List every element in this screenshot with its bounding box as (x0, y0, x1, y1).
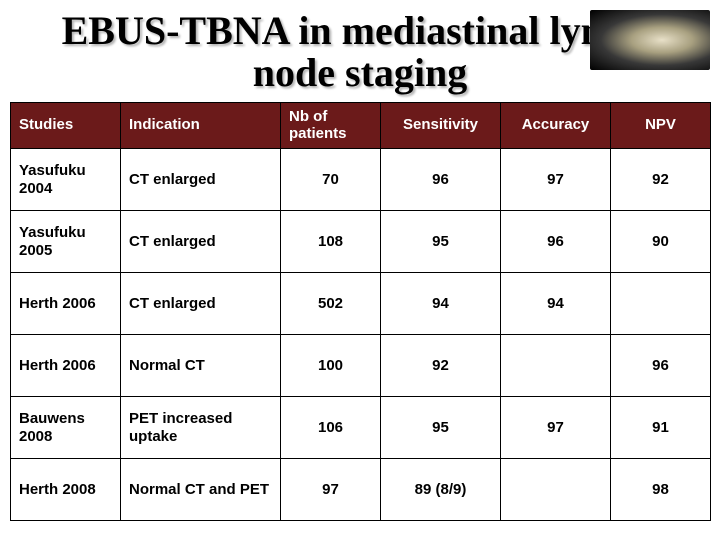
cell-study: Yasufuku 2004 (11, 149, 121, 211)
cell-indication: CT enlarged (121, 149, 281, 211)
cell-npv: 96 (611, 335, 711, 397)
cell-indication: Normal CT (121, 335, 281, 397)
cell-acc: 94 (501, 273, 611, 335)
col-accuracy: Accuracy (501, 103, 611, 149)
cell-n: 97 (281, 459, 381, 521)
table-body: Yasufuku 2004 CT enlarged 70 96 97 92 Ya… (11, 149, 711, 521)
col-nb-patients: Nb of patients (281, 103, 381, 149)
cell-sens: 89 (8/9) (381, 459, 501, 521)
cell-acc (501, 335, 611, 397)
cell-n: 502 (281, 273, 381, 335)
cell-sens: 94 (381, 273, 501, 335)
col-studies: Studies (11, 103, 121, 149)
cell-study: Yasufuku 2005 (11, 211, 121, 273)
table-header-row: Studies Indication Nb of patients Sensit… (11, 103, 711, 149)
cell-acc: 97 (501, 397, 611, 459)
cell-npv: 90 (611, 211, 711, 273)
table-row: Yasufuku 2004 CT enlarged 70 96 97 92 (11, 149, 711, 211)
corner-decorative-image (590, 10, 710, 70)
cell-n: 108 (281, 211, 381, 273)
col-indication: Indication (121, 103, 281, 149)
cell-n: 106 (281, 397, 381, 459)
cell-indication: CT enlarged (121, 211, 281, 273)
col-npv: NPV (611, 103, 711, 149)
cell-study: Bauwens 2008 (11, 397, 121, 459)
cell-study: Herth 2006 (11, 273, 121, 335)
table-row: Yasufuku 2005 CT enlarged 108 95 96 90 (11, 211, 711, 273)
cell-sens: 92 (381, 335, 501, 397)
cell-npv: 98 (611, 459, 711, 521)
cell-npv (611, 273, 711, 335)
table-row: Herth 2006 Normal CT 100 92 96 (11, 335, 711, 397)
cell-acc: 97 (501, 149, 611, 211)
cell-acc: 96 (501, 211, 611, 273)
cell-indication: CT enlarged (121, 273, 281, 335)
col-sensitivity: Sensitivity (381, 103, 501, 149)
table-row: Herth 2006 CT enlarged 502 94 94 (11, 273, 711, 335)
cell-n: 100 (281, 335, 381, 397)
cell-study: Herth 2008 (11, 459, 121, 521)
cell-indication: Normal CT and PET (121, 459, 281, 521)
cell-sens: 96 (381, 149, 501, 211)
cell-npv: 91 (611, 397, 711, 459)
cell-study: Herth 2006 (11, 335, 121, 397)
cell-sens: 95 (381, 211, 501, 273)
cell-npv: 92 (611, 149, 711, 211)
cell-acc (501, 459, 611, 521)
studies-table: Studies Indication Nb of patients Sensit… (10, 102, 711, 521)
table-row: Bauwens 2008 PET increased uptake 106 95… (11, 397, 711, 459)
slide: EBUS-TBNA in mediastinal lymph node stag… (0, 0, 720, 540)
table-row: Herth 2008 Normal CT and PET 97 89 (8/9)… (11, 459, 711, 521)
cell-indication: PET increased uptake (121, 397, 281, 459)
cell-n: 70 (281, 149, 381, 211)
cell-sens: 95 (381, 397, 501, 459)
